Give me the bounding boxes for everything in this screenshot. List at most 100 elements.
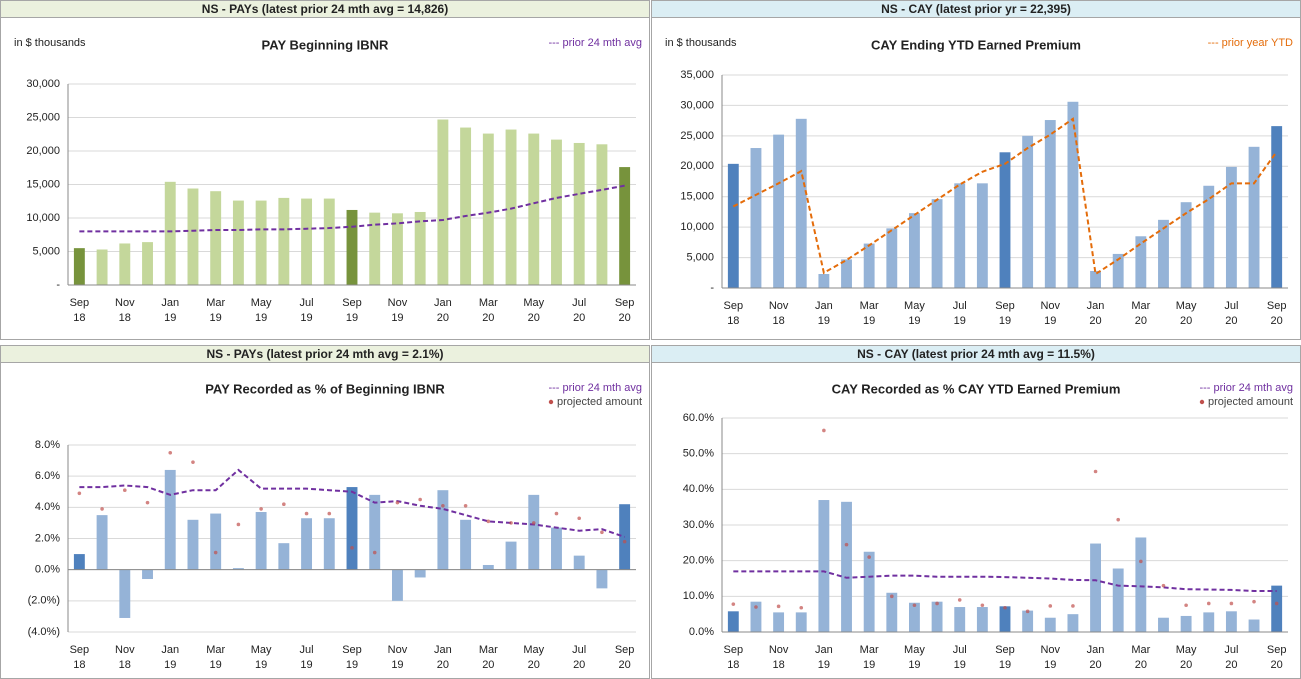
- bar: [73, 248, 85, 285]
- x-tick-label: 20: [482, 312, 494, 324]
- bar: [505, 541, 517, 570]
- y-tick-label: 20,000: [26, 145, 60, 157]
- legend-label: --- prior 24 mth avg: [1199, 382, 1293, 394]
- panel-header: [0, 0, 650, 18]
- x-tick-label: 19: [863, 315, 875, 327]
- y-tick-label: 10,000: [680, 221, 714, 233]
- x-tick-label: 19: [999, 315, 1011, 327]
- x-tick-label: Jul: [572, 644, 586, 656]
- projected-dot: [100, 507, 104, 511]
- avg-line: [733, 570, 1277, 592]
- y-tick-label: 0.0%: [35, 564, 60, 576]
- projected-dot: [1161, 583, 1166, 588]
- x-tick-label: Sep: [342, 644, 362, 656]
- x-tick-label: 19: [210, 659, 222, 671]
- x-tick-label: 19: [954, 315, 966, 327]
- chart-title: PAY Beginning IBNR: [262, 37, 389, 52]
- projected-dot: [395, 500, 400, 505]
- bar: [818, 274, 830, 288]
- y-tick-label: 60.0%: [683, 412, 714, 424]
- bar: [1090, 543, 1101, 632]
- bar: [1225, 166, 1237, 288]
- bar: [278, 197, 290, 285]
- x-tick-label: 20: [437, 659, 449, 671]
- bar: [232, 568, 244, 570]
- y-tick-label: 5,000: [686, 251, 714, 263]
- x-tick-label: Nov: [769, 644, 789, 656]
- bar: [1022, 610, 1034, 632]
- projected-dot: [1139, 559, 1143, 564]
- bar: [841, 259, 852, 288]
- bar: [976, 607, 988, 632]
- x-tick-label: 19: [954, 659, 966, 671]
- x-tick-label: Nov: [115, 297, 135, 309]
- x-tick-label: Jan: [161, 297, 179, 309]
- x-tick-label: Jul: [953, 300, 967, 312]
- x-tick-label: Jan: [434, 644, 452, 656]
- bar: [164, 181, 176, 285]
- x-tick-label: Sep: [1267, 644, 1287, 656]
- bar: [437, 119, 449, 285]
- y-tick-label: 10.0%: [683, 590, 714, 602]
- y-tick-label: (4.0%): [28, 626, 60, 638]
- x-tick-label: 20: [573, 659, 585, 671]
- projected-dot: [531, 521, 536, 525]
- x-tick-label: Mar: [1131, 300, 1150, 312]
- y-tick-label: 15,000: [26, 178, 60, 190]
- bar: [1158, 617, 1169, 632]
- projected-dot: [486, 519, 491, 524]
- x-tick-label: Jul: [1224, 644, 1238, 656]
- bar: [863, 243, 875, 288]
- x-tick-label: 18: [73, 659, 85, 671]
- bar: [1067, 101, 1079, 288]
- bar: [460, 127, 472, 285]
- x-tick-label: 18: [772, 315, 784, 327]
- bar: [1158, 219, 1169, 288]
- y-tick-label: 8.0%: [35, 439, 60, 451]
- y-tick-label: 6.0%: [35, 470, 60, 482]
- x-tick-label: Jan: [161, 644, 179, 656]
- bar: [414, 569, 426, 578]
- bar: [1180, 202, 1192, 288]
- bar: [596, 144, 608, 285]
- x-tick-label: Nov: [388, 644, 408, 656]
- bar: [1112, 253, 1124, 288]
- chart-title: PAY Recorded as % of Beginning IBNR: [205, 381, 445, 396]
- x-tick-label: 20: [528, 312, 540, 324]
- x-tick-label: 19: [346, 659, 358, 671]
- x-tick-label: Mar: [479, 644, 498, 656]
- x-tick-label: 19: [300, 659, 312, 671]
- x-tick-label: 20: [1225, 659, 1237, 671]
- bar: [210, 191, 222, 285]
- bar: [1022, 135, 1034, 288]
- x-tick-label: 20: [1135, 315, 1147, 327]
- projected-dot: [168, 450, 173, 455]
- bar: [1180, 615, 1192, 632]
- x-tick-label: 18: [119, 659, 131, 671]
- bar: [886, 592, 898, 632]
- bar: [346, 209, 358, 285]
- bar: [96, 515, 108, 570]
- x-tick-label: 20: [528, 659, 540, 671]
- bar: [255, 200, 267, 285]
- projected-dot: [577, 516, 581, 521]
- y-tick-label: 2.0%: [35, 532, 60, 544]
- legend-label: --- prior year YTD: [1208, 37, 1293, 49]
- x-tick-label: 20: [1180, 315, 1192, 327]
- x-tick-label: Nov: [115, 644, 135, 656]
- bar: [1135, 236, 1147, 288]
- bar: [187, 519, 199, 570]
- projected-dot: [259, 507, 263, 511]
- bar: [1271, 585, 1283, 632]
- x-tick-label: May: [1176, 644, 1197, 656]
- projected-dot: [754, 605, 758, 609]
- bar: [346, 487, 358, 570]
- bar: [482, 564, 494, 570]
- projected-dot: [890, 594, 894, 599]
- projected-dot: [622, 539, 627, 544]
- projected-dot: [912, 603, 917, 608]
- x-tick-label: May: [1176, 300, 1197, 312]
- y-tick-label: -: [56, 279, 60, 291]
